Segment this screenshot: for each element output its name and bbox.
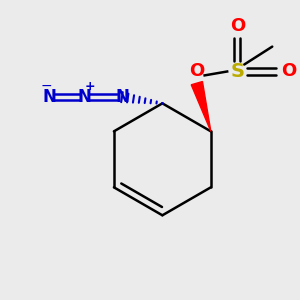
Text: +: + [85,80,95,93]
Text: N: N [43,88,57,106]
Text: N: N [115,88,129,106]
Text: N: N [78,88,92,106]
Text: O: O [230,17,245,35]
Text: −: − [41,79,52,93]
Polygon shape [191,82,211,131]
Text: O: O [189,62,205,80]
Text: O: O [281,62,296,80]
Text: S: S [230,62,244,81]
